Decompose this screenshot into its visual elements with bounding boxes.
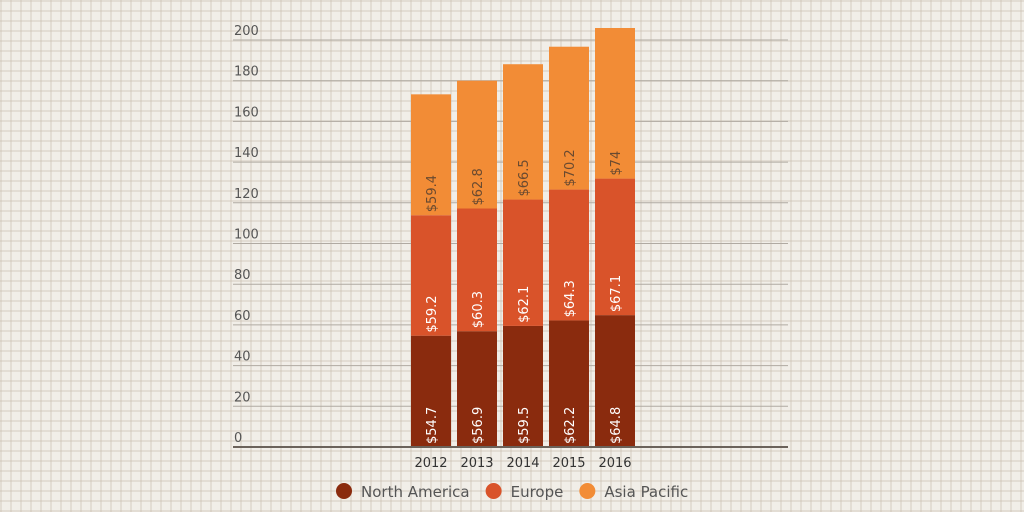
y-tick-label: 180 (234, 65, 259, 80)
bar-segment-north-america (457, 331, 497, 447)
x-tick-label: 2012 (414, 456, 447, 471)
bar-segment-europe (549, 189, 589, 321)
data-label: $64.3 (563, 280, 578, 317)
data-label: $54.7 (425, 407, 440, 444)
data-label: $62.8 (471, 168, 486, 205)
legend-label: Europe (511, 483, 564, 501)
legend-marker (485, 483, 502, 499)
y-tick-label: 80 (234, 268, 251, 283)
bar-segment-europe (503, 199, 543, 326)
bar-segment-north-america (503, 325, 543, 447)
data-label: $70.2 (563, 149, 578, 186)
bar-segment-asia-pacific (457, 80, 497, 209)
bar-segment-europe (411, 215, 451, 336)
data-label: $59.2 (425, 295, 440, 332)
legend-marker (336, 483, 352, 499)
legend-label: Asia Pacific (604, 483, 688, 501)
data-label: $66.5 (517, 159, 532, 196)
y-tick-label: 0 (234, 431, 242, 446)
y-tick-label: 200 (234, 24, 259, 39)
x-tick-label: 2015 (552, 456, 585, 471)
bar-segment-asia-pacific (503, 64, 543, 200)
bar-segment-asia-pacific (595, 27, 635, 179)
data-label: $60.3 (471, 291, 486, 328)
x-tick-label: 2016 (598, 456, 631, 471)
y-tick-label: 140 (234, 146, 259, 161)
x-tick-label: 2014 (506, 456, 539, 471)
y-tick-label: 160 (234, 105, 259, 120)
y-tick-label: 60 (234, 309, 251, 324)
y-tick-label: 40 (234, 350, 251, 365)
bar-segment-north-america (595, 315, 635, 447)
data-label: $67.1 (609, 275, 624, 312)
bar-segment-north-america (411, 335, 451, 447)
y-tick-label: 20 (234, 390, 251, 405)
bar-segment-asia-pacific (411, 94, 451, 216)
bar-segment-north-america (549, 320, 589, 447)
bar-segment-europe (595, 178, 635, 316)
x-tick-label: 2013 (460, 456, 493, 471)
data-label: $62.2 (563, 407, 578, 444)
data-label: $56.9 (471, 407, 486, 444)
data-label: $59.4 (425, 175, 440, 212)
data-label: $62.1 (517, 286, 532, 323)
legend-marker (579, 483, 596, 499)
y-tick-label: 120 (234, 187, 259, 202)
data-label: $64.8 (609, 407, 624, 444)
y-tick-label: 100 (234, 228, 259, 243)
bar-segment-asia-pacific (549, 46, 589, 190)
legend-label: North America (361, 483, 470, 501)
data-label: $59.5 (517, 407, 532, 444)
data-label: $74 (609, 151, 624, 176)
bar-segment-europe (457, 208, 497, 332)
